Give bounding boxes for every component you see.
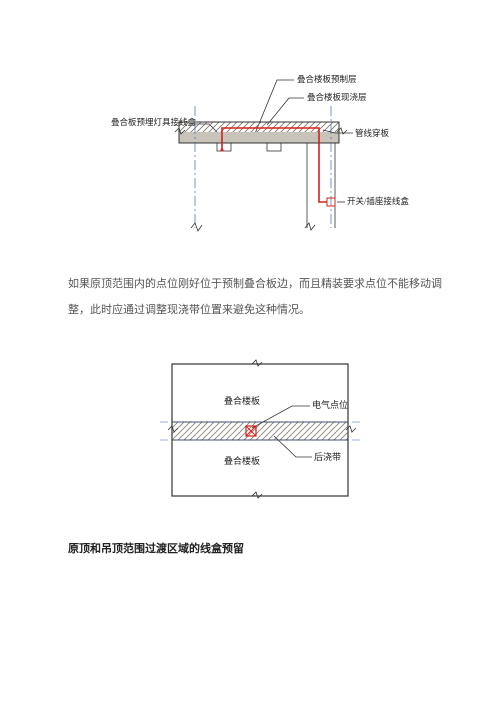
label-prefab-layer: 叠合楼板预制层 — [297, 74, 357, 84]
diagram-plan-view: 叠合楼板 叠合楼板 电气点位 后浇带 — [124, 356, 394, 506]
paragraph-1: 如果原顶范围内的点位刚好位于预制叠合板边，而且精装要求点位不能移动调整，此时应通… — [68, 271, 450, 324]
page-content: 叠合楼板预制层 叠合楼板现浇层 叠合板预埋灯具接线盒 管线穿板 开关/插座接线盒… — [0, 0, 500, 556]
document-page: 叠合楼板预制层 叠合楼板现浇层 叠合板预埋灯具接线盒 管线穿板 开关/插座接线盒… — [0, 0, 500, 708]
label-conduit: 管线穿板 — [355, 128, 390, 138]
label-cast-layer: 叠合楼板现浇层 — [307, 92, 367, 102]
diagram-section-detail: 叠合楼板预制层 叠合楼板现浇层 叠合板预埋灯具接线盒 管线穿板 开关/插座接线盒 — [109, 70, 409, 245]
label-slab-bottom: 叠合楼板 — [224, 455, 260, 466]
label-switch-box: 开关/插座接线盒 — [347, 196, 409, 206]
section-heading: 原顶和吊顶范围过渡区域的线盒预留 — [68, 540, 450, 556]
label-slab-top: 叠合楼板 — [224, 395, 260, 406]
label-post-strip: 后浇带 — [314, 451, 341, 462]
label-elec-point: 电气点位 — [312, 399, 348, 410]
